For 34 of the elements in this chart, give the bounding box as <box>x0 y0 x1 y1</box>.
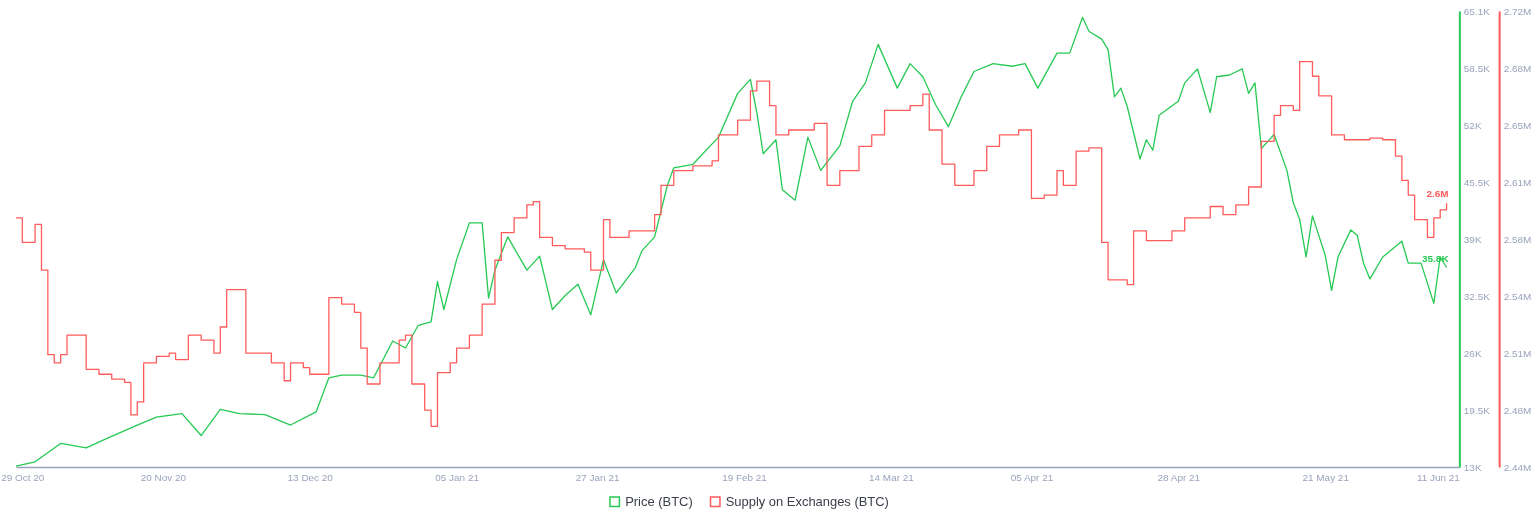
y-tick-label: 65.1K <box>1463 5 1491 17</box>
data-label: 35.8K <box>1422 252 1450 264</box>
y-tick-label: 45.5K <box>1463 177 1491 189</box>
y-tick-label: 52K <box>1463 119 1482 131</box>
data-label: 2.6M <box>1426 188 1449 200</box>
x-tick-label: 13 Dec 20 <box>287 472 334 484</box>
x-tick-label: 05 Apr 21 <box>1010 472 1054 484</box>
y2-tick-label: 2.44M <box>1503 461 1532 473</box>
legend-label: Price (BTC) <box>625 493 693 509</box>
y-tick-label: 32.5K <box>1463 290 1491 302</box>
line-series <box>15 16 1448 467</box>
x-tick-label: 11 Jun 21 <box>1416 472 1461 484</box>
x-tick-label: 20 Nov 20 <box>140 472 187 484</box>
y2-tick-label: 2.51M <box>1503 347 1532 359</box>
y2-tick-label: 2.72M <box>1503 5 1532 17</box>
y-tick-label: 13K <box>1463 461 1482 473</box>
y2-tick-label: 2.58M <box>1503 233 1532 245</box>
x-tick-label: 29 Oct 20 <box>1 472 45 484</box>
y-tick-label: 39K <box>1463 233 1482 245</box>
y-tick-label: 26K <box>1463 347 1482 359</box>
y-tick-label: 19.5K <box>1463 404 1491 416</box>
x-tick-label: 27 Jan 21 <box>575 472 620 484</box>
x-tick-label: 19 Feb 21 <box>722 472 768 484</box>
y2-tick-label: 2.61M <box>1503 176 1532 188</box>
y2-tick-label: 2.48M <box>1503 404 1532 416</box>
y2-tick-label: 2.68M <box>1503 62 1532 74</box>
x-tick-label: 14 Mar 21 <box>869 472 915 484</box>
y-tick-label: 58.5K <box>1463 63 1491 75</box>
x-tick-label: 05 Jan 21 <box>435 472 480 484</box>
y2-tick-label: 2.65M <box>1503 119 1532 131</box>
y2-tick-label: 2.54M <box>1503 290 1532 302</box>
x-tick-label: 21 May 21 <box>1302 472 1350 484</box>
x-tick-label: 28 Apr 21 <box>1157 472 1201 484</box>
legend-label: Supply on Exchanges (BTC) <box>725 493 889 509</box>
